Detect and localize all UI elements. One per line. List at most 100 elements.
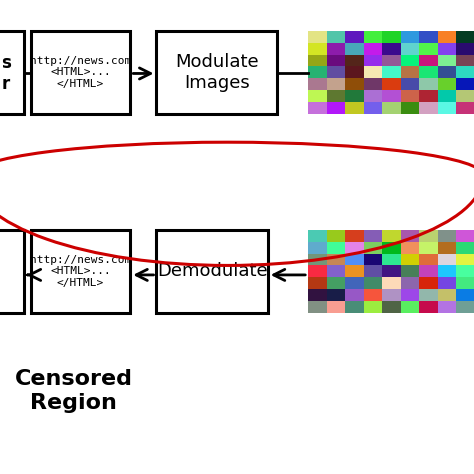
Bar (401, 277, 419, 289)
Bar (438, 55, 456, 66)
Bar (419, 277, 438, 289)
Bar (308, 242, 327, 254)
Bar (345, 31, 364, 43)
Bar (401, 43, 419, 55)
Bar (327, 301, 345, 313)
Bar (327, 31, 345, 43)
Text: Demodulate: Demodulate (157, 263, 267, 280)
Bar (401, 254, 419, 265)
Bar (438, 242, 456, 254)
Bar (382, 78, 401, 90)
Bar (364, 265, 382, 277)
Bar (438, 289, 456, 301)
Bar (382, 301, 401, 313)
Bar (364, 102, 382, 114)
Bar (438, 301, 456, 313)
Bar (327, 43, 345, 55)
Bar (308, 43, 327, 55)
Bar (364, 78, 382, 90)
Bar (327, 265, 345, 277)
Bar (382, 289, 401, 301)
Bar (382, 277, 401, 289)
Bar (438, 90, 456, 102)
Bar (382, 90, 401, 102)
Bar (345, 254, 364, 265)
Bar (456, 265, 474, 277)
Bar (401, 265, 419, 277)
Bar (456, 102, 474, 114)
Bar (419, 265, 438, 277)
Bar (438, 230, 456, 242)
Bar (0, 230, 24, 313)
Bar (327, 230, 345, 242)
Bar (438, 277, 456, 289)
Bar (382, 254, 401, 265)
Text: Modulate
Images: Modulate Images (175, 53, 259, 91)
Bar (438, 31, 456, 43)
Bar (419, 78, 438, 90)
Bar (364, 277, 382, 289)
Bar (401, 102, 419, 114)
Text: Censored
Region: Censored Region (15, 369, 132, 413)
Bar (364, 31, 382, 43)
Bar (327, 289, 345, 301)
Bar (438, 254, 456, 265)
Bar (345, 242, 364, 254)
Bar (382, 66, 401, 78)
Bar (419, 90, 438, 102)
Bar (438, 43, 456, 55)
Bar (327, 254, 345, 265)
Bar (456, 230, 474, 242)
Bar (401, 230, 419, 242)
Bar (345, 43, 364, 55)
Text: http://news.com
<HTML>...
</HTML>: http://news.com <HTML>... </HTML> (30, 55, 131, 89)
Bar (401, 289, 419, 301)
Bar (382, 265, 401, 277)
Bar (364, 254, 382, 265)
Bar (327, 55, 345, 66)
Bar (308, 31, 327, 43)
Bar (419, 31, 438, 43)
Bar (456, 277, 474, 289)
Bar (345, 78, 364, 90)
Bar (456, 90, 474, 102)
Bar (382, 230, 401, 242)
Bar (308, 66, 327, 78)
Bar (327, 66, 345, 78)
Bar (419, 43, 438, 55)
Bar (456, 242, 474, 254)
Bar (327, 277, 345, 289)
Bar (419, 289, 438, 301)
Bar (364, 301, 382, 313)
Bar (308, 102, 327, 114)
Bar (401, 301, 419, 313)
Bar (364, 289, 382, 301)
Bar (345, 102, 364, 114)
Bar (382, 55, 401, 66)
Bar (345, 66, 364, 78)
Bar (327, 102, 345, 114)
Bar (401, 90, 419, 102)
Bar (308, 230, 327, 242)
Bar (345, 230, 364, 242)
Bar (308, 301, 327, 313)
Bar (438, 102, 456, 114)
Bar (456, 66, 474, 78)
Bar (456, 301, 474, 313)
Bar (31, 230, 130, 313)
Bar (308, 289, 327, 301)
Bar (327, 242, 345, 254)
Text: http://news.com
<HTML>...
</HTML>: http://news.com <HTML>... </HTML> (30, 255, 131, 288)
Bar (438, 66, 456, 78)
Bar (419, 55, 438, 66)
Bar (456, 43, 474, 55)
Bar (327, 90, 345, 102)
Bar (382, 31, 401, 43)
Bar (0, 31, 24, 114)
Bar (456, 31, 474, 43)
Bar (364, 66, 382, 78)
Bar (308, 277, 327, 289)
Bar (438, 265, 456, 277)
Bar (345, 277, 364, 289)
Bar (156, 230, 268, 313)
